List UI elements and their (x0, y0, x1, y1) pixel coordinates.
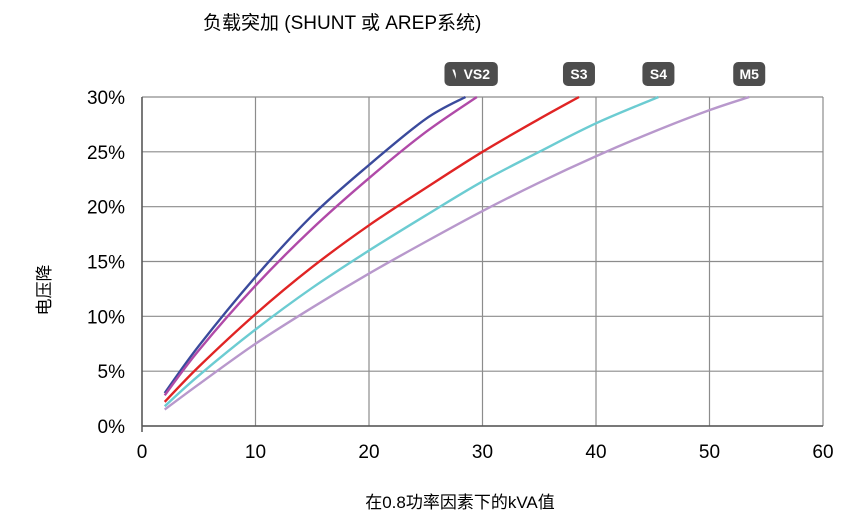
x-tick-label: 10 (245, 442, 266, 463)
x-tick-label: 60 (812, 442, 833, 463)
series-badge-vs2: VS2 (455, 62, 498, 86)
x-tick-label: 20 (358, 442, 379, 463)
series-badges: VS1VS2S3S4M5 (444, 62, 766, 86)
x-tick-label: 40 (585, 442, 606, 463)
y-axis-label: 电压降 (35, 265, 54, 316)
series-line-s4 (163, 95, 659, 408)
y-tick-label: 5% (98, 362, 126, 383)
y-tick-label: 30% (87, 88, 125, 109)
x-tick-label: 50 (699, 442, 720, 463)
x-axis-label: 在0.8功率因素下的kVA值 (365, 493, 555, 512)
x-tick-label: 0 (137, 442, 148, 463)
series-line-vs2 (163, 96, 478, 397)
series-badge-m5: M5 (733, 62, 766, 86)
badge-label: S3 (570, 66, 587, 82)
badge-background (562, 62, 595, 86)
chart-title: 负载突加 (SHUNT 或 AREP系统) (203, 12, 481, 34)
badge-background (642, 62, 675, 86)
y-tick-label: 0% (98, 417, 126, 438)
y-tick-label: 20% (87, 198, 125, 219)
grid (141, 96, 824, 432)
series-line-vs1 (163, 95, 467, 394)
badge-background (455, 62, 498, 86)
y-tick-label: 10% (87, 307, 125, 328)
badge-label: M5 (739, 66, 759, 82)
series-lines (163, 95, 750, 411)
x-tick-label: 30 (472, 442, 493, 463)
series-badge-s3: S3 (562, 62, 595, 86)
series-line-s3 (163, 95, 580, 403)
badge-label: S4 (650, 66, 667, 82)
series-badge-s4: S4 (642, 62, 675, 86)
y-tick-label: 15% (87, 253, 125, 274)
y-tick-label: 25% (87, 143, 125, 164)
badge-label: VS2 (464, 66, 491, 82)
x-tick-labels: 0 10 20 30 40 50 60 (137, 442, 834, 463)
series-line-m5 (163, 95, 750, 411)
badge-background (733, 62, 766, 86)
y-tick-labels: 0% 5% 10% 15% 20% 25% 30% (87, 88, 125, 438)
